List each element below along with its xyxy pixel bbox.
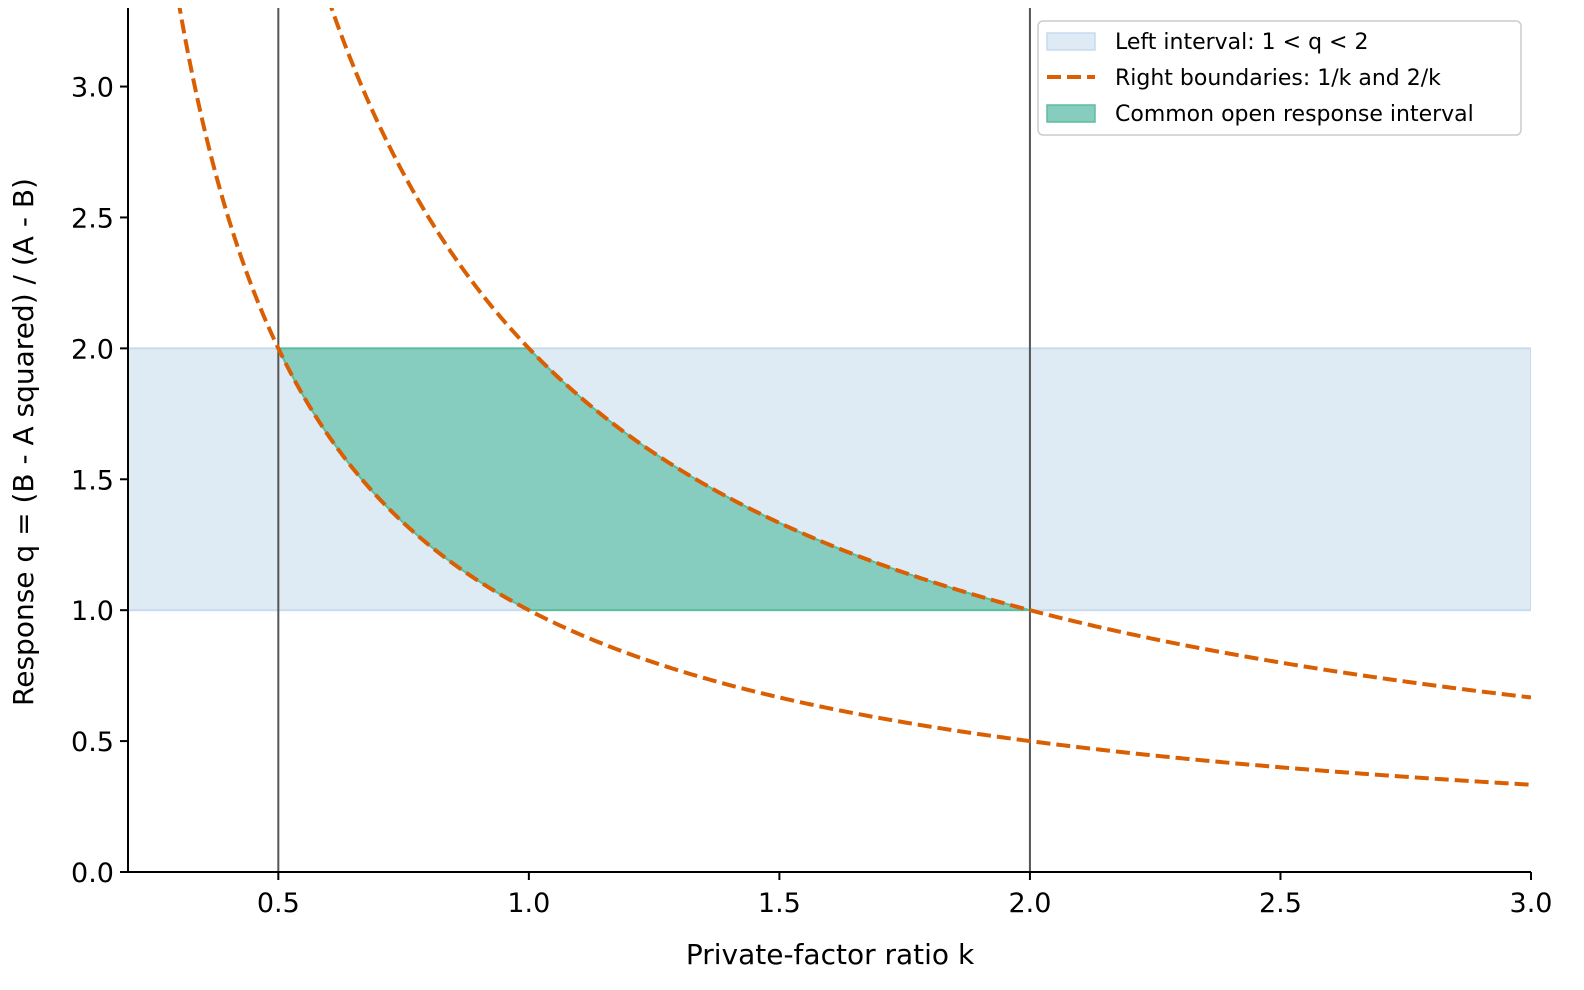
- y-tick-label-5: 2.5: [71, 203, 114, 234]
- curve-0: [177, 8, 1531, 787]
- legend-swatch-region: [1046, 104, 1096, 123]
- curve-1: [329, 8, 1531, 700]
- x-tick-label-5: 3.0: [1510, 888, 1553, 919]
- axes: 0.5 1.0 1.5 2.0 2.5 3.0 0.0 0.5 1.0 1.5 2.0 2.5 3.0: [71, 8, 1552, 919]
- x-tick-label-4: 2.5: [1259, 888, 1302, 919]
- legend: Left interval: 1 < q < 2 Right boundarie…: [1037, 20, 1522, 136]
- legend-label-band: Left interval: 1 < q < 2: [1115, 30, 1368, 55]
- y-tick-label-4: 2.0: [71, 334, 114, 365]
- y-tick-label-2: 1.0: [71, 596, 114, 627]
- x-axis-label: Private-factor ratio k: [686, 938, 975, 971]
- x-tick-label-1: 1.0: [507, 888, 550, 919]
- legend-swatch-band: [1046, 32, 1096, 51]
- y-axis-label: Response q = (B - A squared) / (A - B): [7, 178, 40, 706]
- y-tick-label-0: 0.0: [71, 858, 114, 889]
- x-tick-label-2: 1.5: [758, 888, 801, 919]
- legend-label-curves: Right boundaries: 1/k and 2/k: [1115, 66, 1441, 91]
- x-tick-label-0: 0.5: [257, 888, 300, 919]
- x-tick-label-3: 2.0: [1008, 888, 1051, 919]
- y-tick-label-1: 0.5: [71, 727, 114, 758]
- plot-area: [128, 8, 1531, 872]
- y-tick-label-6: 3.0: [71, 73, 114, 104]
- y-tick-label-3: 1.5: [71, 465, 114, 496]
- plot-content: [128, 8, 1531, 872]
- legend-frame: [1037, 20, 1522, 136]
- legend-label-region: Common open response interval: [1115, 102, 1474, 127]
